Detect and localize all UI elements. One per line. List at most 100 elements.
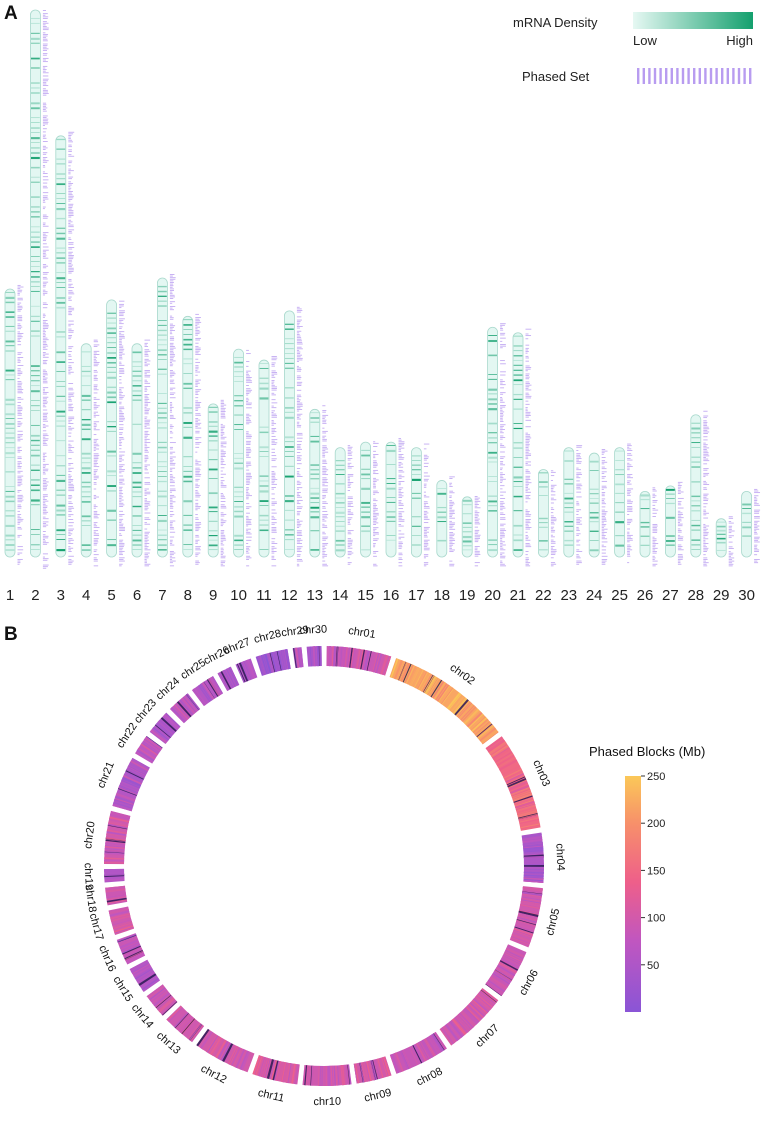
density-band <box>56 296 66 299</box>
density-band <box>158 427 167 429</box>
density-band <box>513 534 523 536</box>
phased-tick <box>754 546 757 548</box>
block-stripe <box>118 786 138 795</box>
phased-tick <box>296 533 302 535</box>
density-band <box>691 461 701 463</box>
phased-tick <box>246 391 252 393</box>
phased-tick <box>169 333 173 335</box>
phased-tick <box>144 454 148 456</box>
phased-tick <box>449 544 454 546</box>
phased-tick <box>500 552 505 554</box>
phased-tick <box>296 463 302 465</box>
phased-tick <box>68 264 73 266</box>
block-stripe <box>295 1064 299 1085</box>
phased-tick <box>373 563 377 565</box>
phased-tick <box>271 523 275 525</box>
phased-tick <box>474 534 481 536</box>
phased-tick <box>601 511 608 513</box>
phased-tick <box>68 205 74 207</box>
phased-tick <box>169 350 174 352</box>
phased-tick <box>42 176 49 178</box>
density-band <box>31 127 40 129</box>
phased-tick <box>42 80 49 82</box>
phased-tick <box>525 351 529 353</box>
phased-tick <box>652 539 657 541</box>
block-stripe <box>167 1006 184 1023</box>
phased-tick <box>17 506 22 508</box>
density-band <box>513 481 523 483</box>
density-band <box>335 511 345 514</box>
phased-tick <box>93 510 98 512</box>
block-stripe <box>342 646 347 668</box>
block-stripe <box>515 921 536 929</box>
block-stripe <box>207 1035 220 1054</box>
phased-tick <box>42 294 45 296</box>
density-band <box>234 366 243 368</box>
phased-tick <box>398 562 403 564</box>
density-band <box>5 311 15 313</box>
block-stripe <box>329 646 331 667</box>
phased-tick <box>576 550 583 552</box>
block-stripe <box>523 865 544 867</box>
phased-tick <box>296 458 302 460</box>
phased-tick <box>144 477 150 479</box>
phased-tick <box>271 365 275 367</box>
density-band <box>361 530 370 533</box>
phased-tick <box>271 429 276 431</box>
phased-tick <box>347 478 351 480</box>
phased-tick <box>144 374 151 376</box>
phased-tick <box>347 541 353 543</box>
phased-tick <box>322 446 327 448</box>
phased-tick <box>500 380 505 382</box>
block-stripe <box>142 978 160 991</box>
phased-tick <box>195 321 202 323</box>
phased-tick <box>296 356 301 358</box>
phased-tick <box>169 323 173 325</box>
phased-tick <box>474 512 480 514</box>
density-band <box>437 539 447 542</box>
block-stripe <box>485 983 502 997</box>
phased-tick <box>68 311 72 312</box>
phased-tick <box>500 384 506 386</box>
phased-tick <box>42 439 48 441</box>
phased-tick <box>93 339 98 341</box>
density-band <box>5 447 15 449</box>
phased-tick <box>93 522 98 524</box>
density-band <box>56 257 66 259</box>
phased-tick <box>296 316 302 318</box>
phased-tick <box>144 546 149 548</box>
phased-tick <box>195 525 200 527</box>
density-band <box>158 495 167 498</box>
block-stripe <box>275 651 282 672</box>
phased-tick <box>68 173 71 175</box>
phased-tick <box>68 178 73 180</box>
phased-tick <box>322 554 328 556</box>
phased-tick <box>449 520 452 522</box>
phased-tick <box>246 442 251 444</box>
phased-tick <box>119 451 126 453</box>
block-stripe <box>451 1019 466 1036</box>
phased-tick <box>271 475 275 477</box>
phased-tick <box>246 420 251 422</box>
phased-tick <box>525 434 531 436</box>
density-band <box>285 328 294 330</box>
phased-tick <box>246 552 250 554</box>
phased-tick <box>68 445 72 447</box>
phased-tick <box>627 514 630 516</box>
block-stripe <box>173 1012 189 1028</box>
phased-tick <box>322 482 329 484</box>
density-band <box>742 526 751 529</box>
phased-tick <box>42 360 48 361</box>
phased-tick <box>373 519 378 521</box>
density-band <box>310 511 320 513</box>
density-band <box>31 256 40 258</box>
phased-tick <box>627 493 630 495</box>
phased-tick <box>119 334 125 336</box>
block-stripe <box>454 699 469 716</box>
block-stripe <box>514 926 534 934</box>
density-band <box>310 478 320 480</box>
density-band <box>56 158 66 160</box>
phased-tick <box>119 401 122 403</box>
phased-tick <box>42 369 46 371</box>
